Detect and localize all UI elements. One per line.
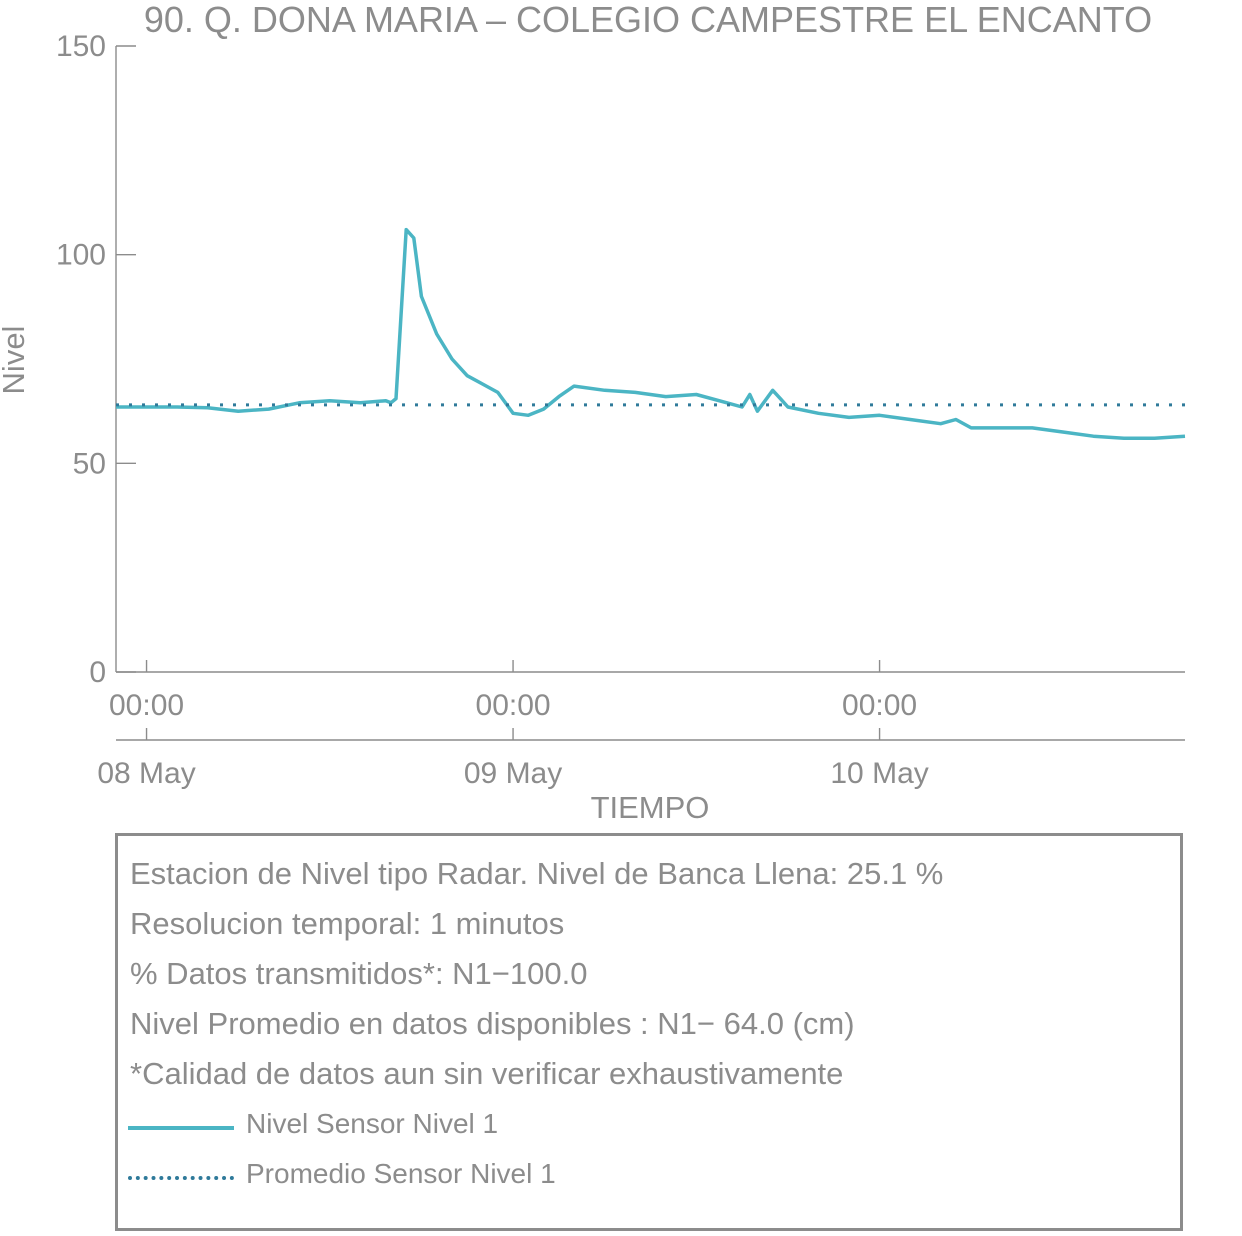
- legend-swatch-solid: [128, 1126, 234, 1130]
- x-time-tick-label: 00:00: [842, 689, 917, 722]
- info-resolution: Resolucion temporal: 1 minutos: [130, 906, 565, 941]
- x-axis-label: TIEMPO: [591, 790, 710, 825]
- plot-area: [116, 227, 1186, 441]
- x-date-tick-label: 09 May: [464, 757, 562, 790]
- info-station-type: Estacion de Nivel tipo Radar. Nivel de B…: [130, 856, 944, 891]
- y-axis: 0 50 100 150: [56, 30, 136, 689]
- legend-label-nivel: Nivel Sensor Nivel 1: [246, 1108, 499, 1139]
- y-tick-label: 50: [73, 447, 106, 480]
- y-tick-label: 0: [89, 656, 106, 689]
- info-transmitted: % Datos transmitidos*: N1−100.0: [130, 956, 588, 991]
- legend-label-promedio: Promedio Sensor Nivel 1: [246, 1158, 556, 1189]
- info-panel: Estacion de Nivel tipo Radar. Nivel de B…: [115, 833, 1183, 1231]
- x-axis: 00:00 08 May 00:00 09 May 00:00 10 May: [97, 660, 1185, 790]
- level-chart: 90. Q. DONA MARIA – COLEGIO CAMPESTRE EL…: [0, 0, 1186, 825]
- x-date-tick-label: 08 May: [97, 757, 195, 790]
- info-mean-level: Nivel Promedio en datos disponibles : N1…: [130, 1006, 855, 1041]
- y-axis-label: Nivel: [0, 326, 31, 395]
- x-time-tick-label: 00:00: [476, 689, 551, 722]
- series-nivel-line: [116, 227, 1186, 441]
- chart-title: 90. Q. DONA MARIA – COLEGIO CAMPESTRE EL…: [144, 0, 1152, 40]
- y-tick-label: 100: [56, 239, 106, 272]
- y-tick-label: 150: [56, 30, 106, 63]
- info-quality-note: *Calidad de datos aun sin verificar exha…: [130, 1056, 844, 1091]
- x-time-tick-label: 00:00: [109, 689, 184, 722]
- legend-swatch-dotted: [128, 1176, 234, 1180]
- x-date-tick-label: 10 May: [830, 757, 928, 790]
